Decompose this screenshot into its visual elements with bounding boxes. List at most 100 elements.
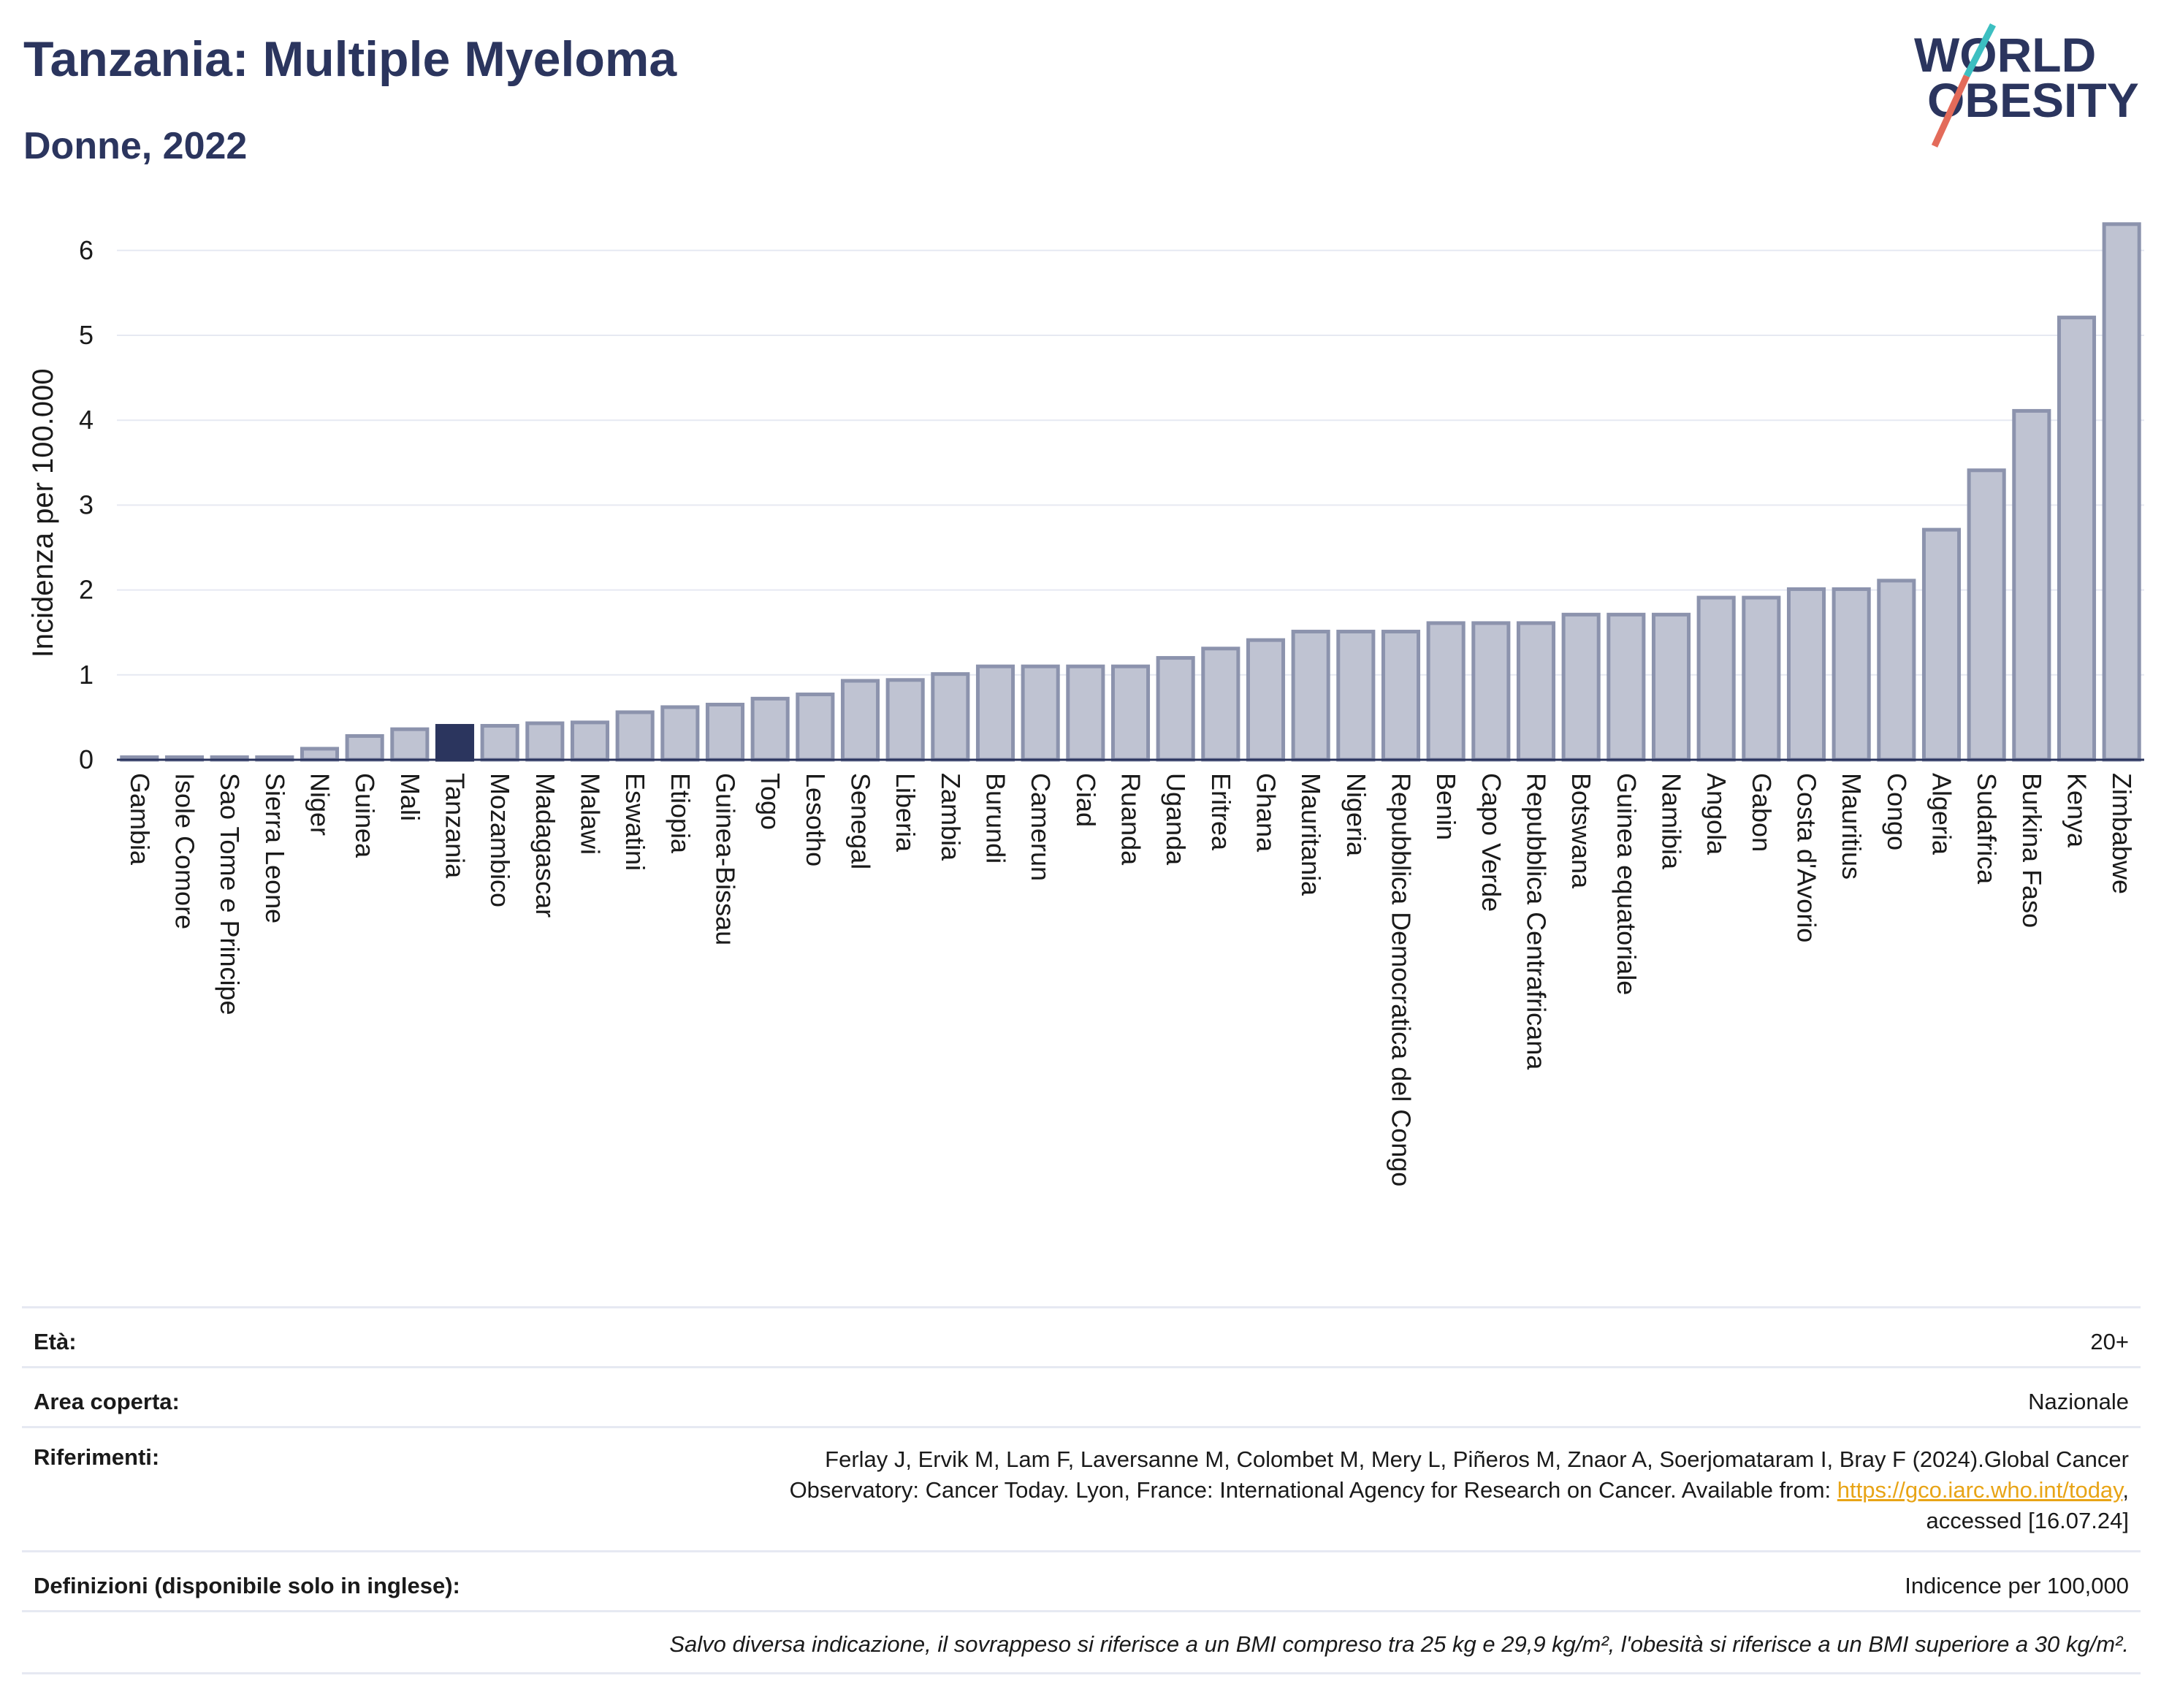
area-value: Nazionale <box>2028 1389 2129 1414</box>
bar <box>390 727 430 762</box>
bar <box>660 705 700 762</box>
x-tick-label: Zambia <box>936 773 966 861</box>
x-tick-label: Namibia <box>1657 773 1687 870</box>
x-tick-label: Senegal <box>846 773 876 869</box>
y-tick-label: 3 <box>79 489 94 519</box>
x-tick-label: Mauritania <box>1296 773 1326 896</box>
logo-slash-teal <box>1963 23 1997 78</box>
x-tick-label: Kenya <box>2062 773 2092 848</box>
bar <box>750 696 790 762</box>
x-tick-label: Sierra Leone <box>260 773 290 923</box>
x-tick-label: Sudafrica <box>1972 773 2002 885</box>
bar <box>1201 647 1240 762</box>
bar <box>1021 664 1060 762</box>
x-tick-label: Guinea-Bissau <box>711 773 741 945</box>
x-tick-label: Angola <box>1701 773 1731 855</box>
bar <box>705 702 745 762</box>
references-line2: Observatory: Cancer Today. Lyon, France:… <box>790 1475 2129 1506</box>
x-tick-label: Madagascar <box>530 773 560 918</box>
x-tick-label: Guinea <box>350 773 380 858</box>
age-label: Età: <box>34 1329 77 1354</box>
definitions-label: Definizioni (disponibile solo in inglese… <box>34 1573 460 1598</box>
x-tick-label: Costa d'Avorio <box>1792 773 1822 942</box>
footnote: Salvo diversa indicazione, il sovrappeso… <box>669 1631 2129 1657</box>
bar <box>1877 579 1916 762</box>
bar <box>1110 664 1151 762</box>
x-tick-label: Guinea equatoriale <box>1612 773 1642 995</box>
x-tick-label: Etiopia <box>666 773 695 854</box>
x-tick-label: Gabon <box>1747 773 1777 852</box>
meta-row-references: Riferimenti: Ferlay J, Ervik M, Lam F, L… <box>22 1426 2141 1552</box>
bar <box>1921 527 1962 762</box>
y-tick-label: 2 <box>79 575 94 605</box>
bar <box>840 679 880 762</box>
bar <box>1516 621 1556 762</box>
bar <box>1651 612 1691 762</box>
x-tick-label: Ciad <box>1071 773 1101 827</box>
bar <box>1832 587 1871 762</box>
bar <box>931 672 970 762</box>
bar <box>1967 468 2006 762</box>
x-tick-label: Mozambico <box>485 773 515 907</box>
x-tick-label: Uganda <box>1161 773 1191 866</box>
bar <box>1696 595 1736 762</box>
x-tick-label: Isole Comore <box>170 773 200 929</box>
y-tick-label: 1 <box>79 660 94 690</box>
bar <box>1607 612 1646 762</box>
references-label: Riferimenti: <box>34 1444 160 1470</box>
bar <box>796 693 835 762</box>
bar <box>1336 630 1376 762</box>
x-tick-label: Algeria <box>1927 773 1957 855</box>
y-axis-label: Incidenza per 100.000 <box>27 368 59 657</box>
x-tick-label: Burkina Faso <box>2017 773 2047 928</box>
x-tick-label: Burundi <box>981 773 1011 863</box>
x-tick-label: Tanzania <box>441 773 470 879</box>
page-subtitle: Donne, 2022 <box>23 125 248 167</box>
x-tick-label: Malawi <box>576 773 606 855</box>
bar <box>1066 664 1105 762</box>
bar <box>1381 630 1421 762</box>
x-tick-label: Ruanda <box>1116 773 1146 866</box>
bar <box>1246 638 1286 762</box>
references-value: Ferlay J, Ervik M, Lam F, Laversanne M, … <box>790 1444 2129 1536</box>
references-link[interactable]: https://gco.iarc.who.int/today <box>1837 1477 2123 1503</box>
x-tick-label: Lesotho <box>801 773 831 866</box>
bar <box>615 710 655 762</box>
bar <box>1786 587 1826 762</box>
logo-slash-red <box>1931 75 1970 148</box>
definitions-value: Indicence per 100,000 <box>1905 1573 2129 1598</box>
bar <box>525 721 565 762</box>
x-tick-label: Eritrea <box>1206 773 1236 851</box>
x-tick-label: Capo Verde <box>1476 773 1506 912</box>
page-title: Tanzania: Multiple Myeloma <box>23 31 677 87</box>
bar <box>435 724 475 762</box>
x-tick-label: Mali <box>395 773 425 821</box>
bar <box>1742 595 1781 762</box>
bar <box>300 747 340 762</box>
bar-chart: 0 1 2 3 4 5 6 Incidenza per 100.000 Gambia Isole … <box>27 222 2144 1186</box>
x-tick-label: Botswana <box>1566 773 1596 889</box>
bar <box>1426 621 1466 762</box>
bar <box>480 724 519 762</box>
bar <box>1561 612 1601 762</box>
x-tick-label: Niger <box>305 773 335 836</box>
bar <box>570 720 610 762</box>
meta-row-age: Età: 20+ <box>22 1306 2141 1368</box>
x-tick-label: Gambia <box>125 773 155 866</box>
bar <box>1156 656 1195 762</box>
area-label: Area coperta: <box>34 1389 180 1414</box>
bar <box>345 733 384 762</box>
references-line3: accessed [16.07.24] <box>1926 1508 2129 1533</box>
y-tick-label: 4 <box>79 405 94 435</box>
x-tick-label: Ghana <box>1251 773 1281 853</box>
x-tick-label: Repubblica Democratica del Congo <box>1387 773 1417 1186</box>
meta-row-definitions: Definizioni (disponibile solo in inglese… <box>22 1550 2141 1612</box>
y-tick-label: 0 <box>79 744 94 774</box>
bar <box>2057 316 2097 762</box>
x-tick-label: Sao Tome e Principe <box>215 773 245 1015</box>
age-value: 20+ <box>2090 1329 2129 1354</box>
bar <box>2102 222 2141 762</box>
bar <box>1291 630 1330 762</box>
x-tick-label: Nigeria <box>1341 773 1371 857</box>
references-line2-text: Observatory: Cancer Today. Lyon, France:… <box>789 1477 1837 1503</box>
